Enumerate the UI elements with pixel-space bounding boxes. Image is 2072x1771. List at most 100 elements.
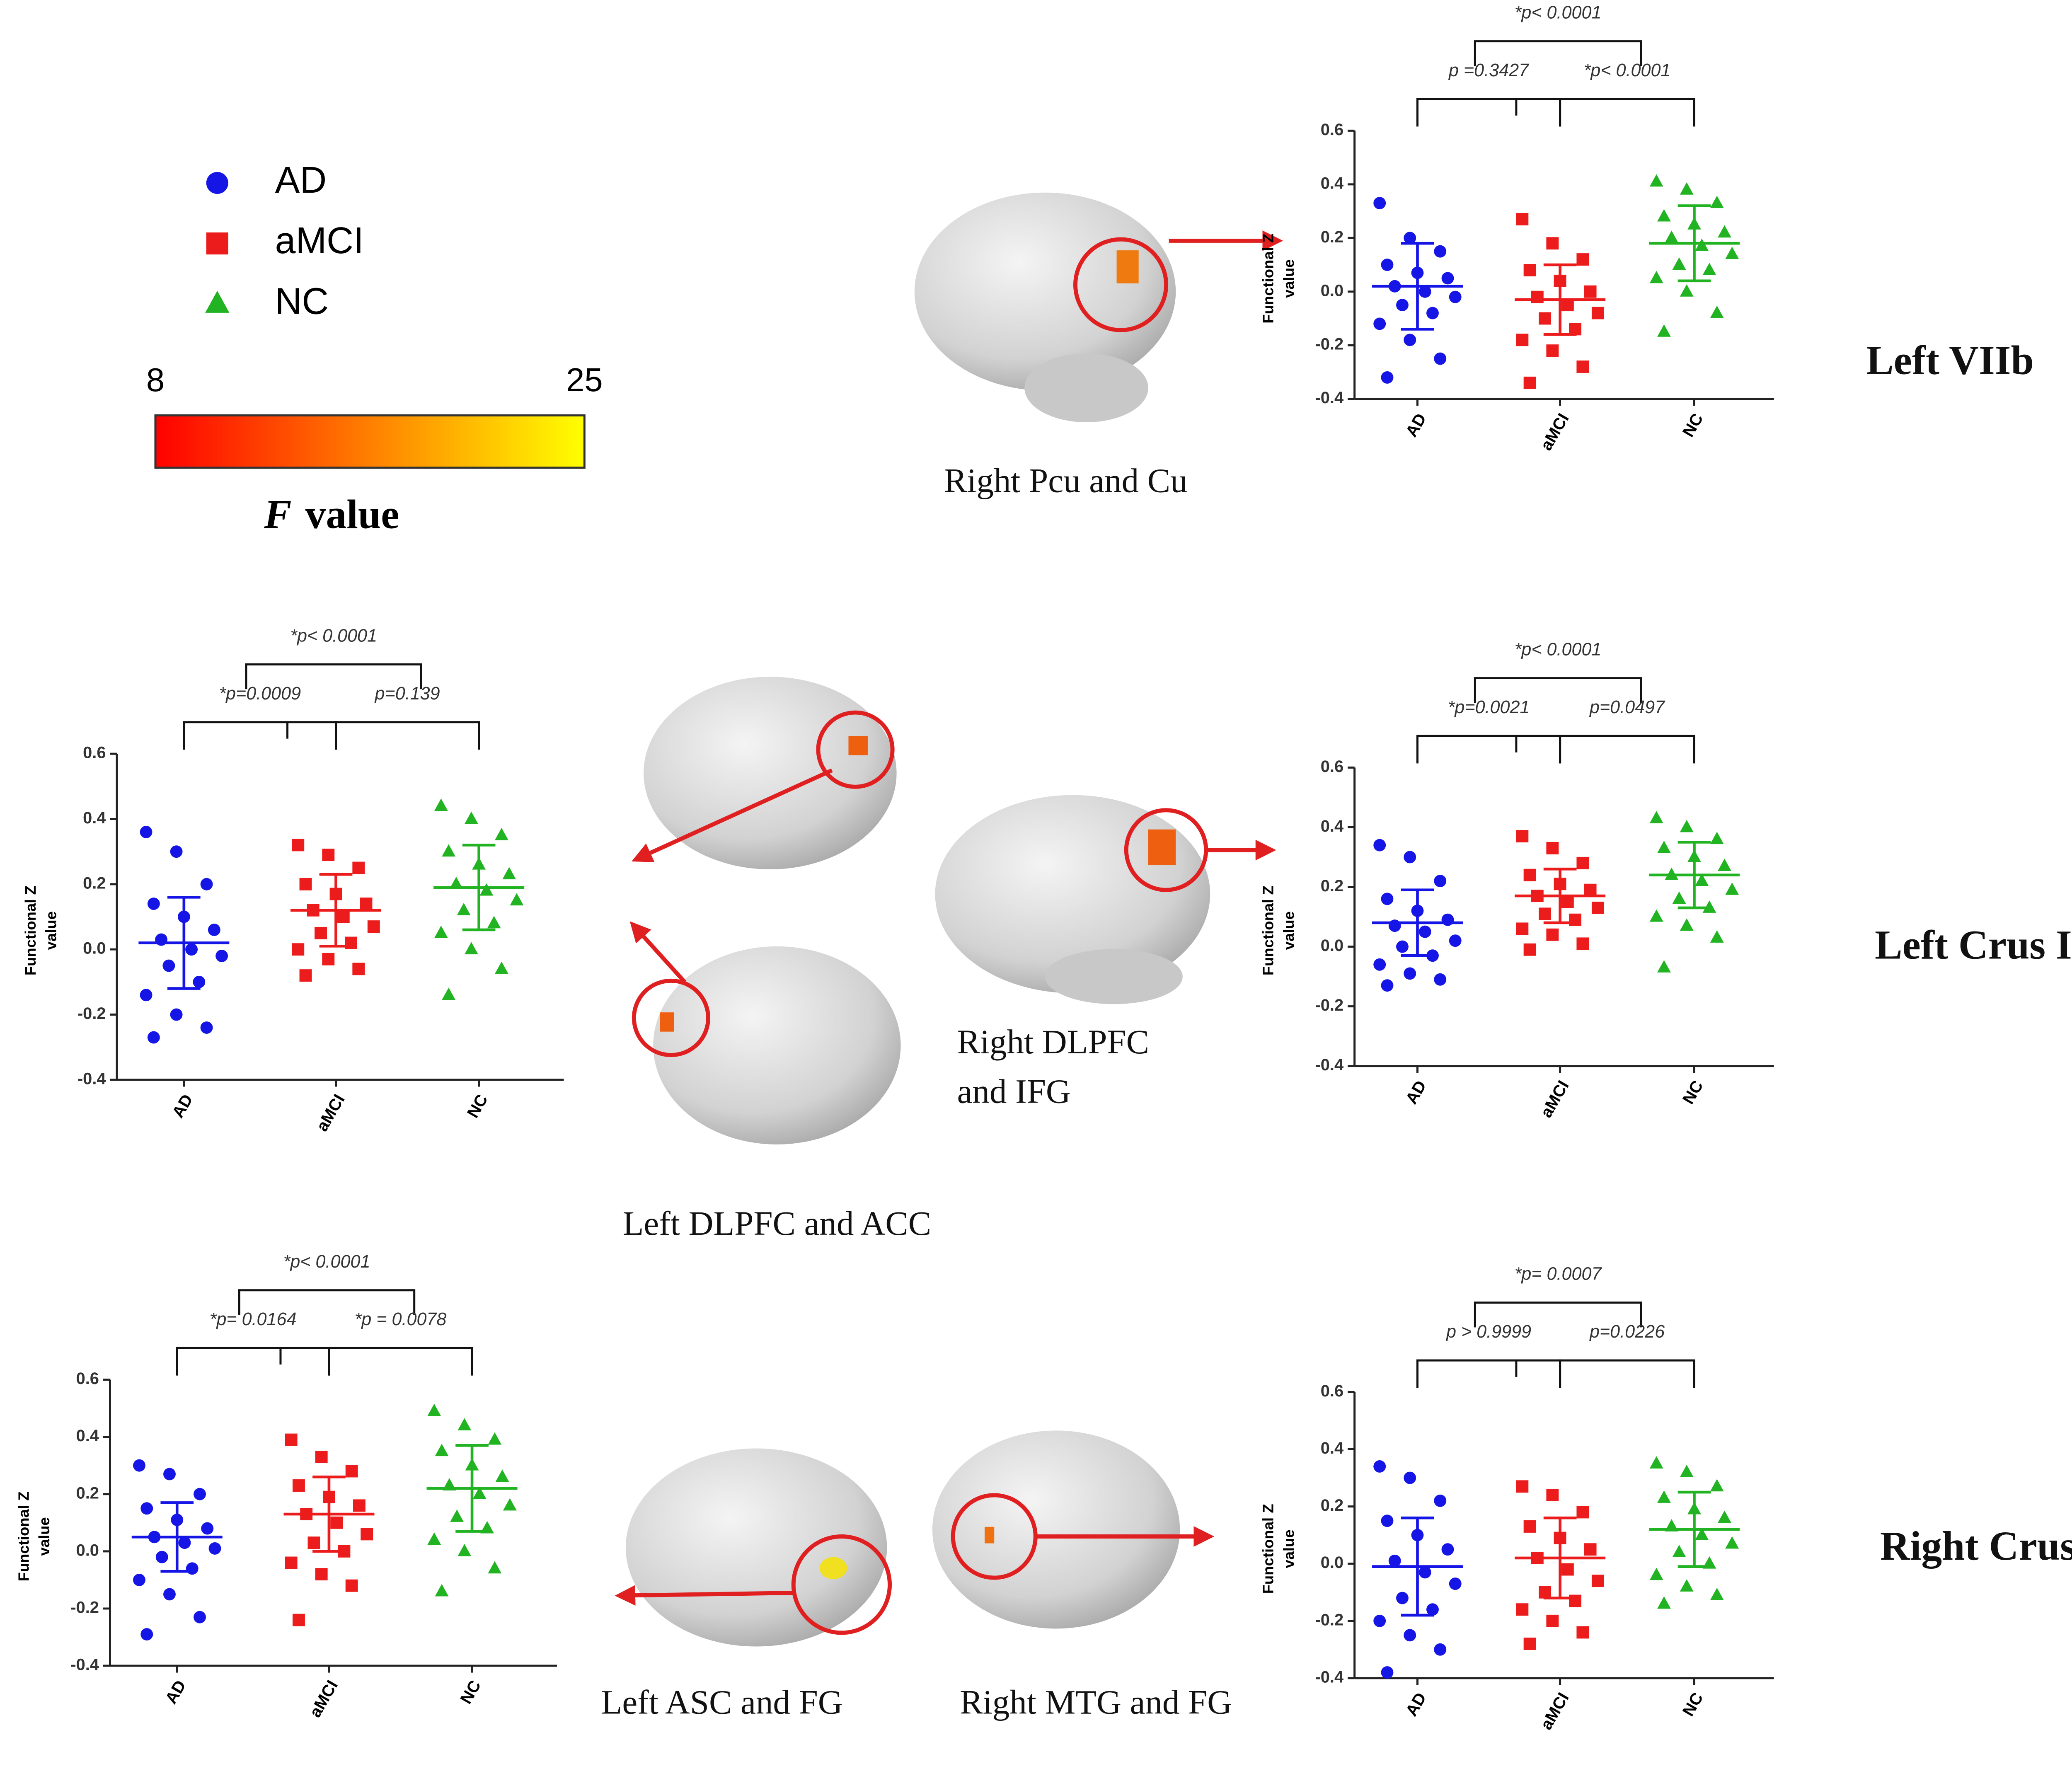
point xyxy=(285,1556,298,1569)
highlight-circles xyxy=(615,230,1283,1635)
x-tick-label: AD xyxy=(1402,410,1430,440)
point xyxy=(1531,290,1544,303)
point xyxy=(1718,1510,1731,1523)
point xyxy=(1680,1579,1694,1592)
error-bar xyxy=(462,844,496,931)
point xyxy=(1649,909,1663,922)
point xyxy=(1523,1520,1536,1533)
point xyxy=(1373,1614,1386,1627)
x-tick-label: AD xyxy=(162,1677,190,1707)
point xyxy=(1396,299,1409,312)
point xyxy=(147,1031,160,1044)
p-value-label: p=0.0497 xyxy=(1589,697,1665,717)
point xyxy=(464,811,478,824)
colorbar-label: value xyxy=(305,491,399,537)
point xyxy=(495,1469,509,1482)
point xyxy=(434,798,448,811)
point xyxy=(1426,307,1439,319)
brain-label: and IFG xyxy=(957,1072,1071,1110)
point xyxy=(1725,882,1739,895)
point xyxy=(434,925,448,938)
point xyxy=(1657,324,1671,337)
point xyxy=(1649,271,1663,283)
point xyxy=(1710,930,1724,943)
comparison-bracket xyxy=(1559,735,1695,764)
y-axis-label: value xyxy=(36,1517,53,1556)
brain-label: Right MTG and FG xyxy=(960,1683,1232,1721)
y-axis-label: Functional Z xyxy=(1260,886,1277,975)
x-tick-label: NC xyxy=(1679,1689,1707,1719)
brain-label: Right DLPFC xyxy=(957,1023,1149,1061)
brain-images xyxy=(625,192,1210,1647)
point xyxy=(1561,1563,1574,1576)
point xyxy=(1657,209,1671,222)
point xyxy=(292,1479,305,1492)
p-value-label: p=0.0226 xyxy=(1589,1322,1665,1342)
legend: AD aMCI NC xyxy=(205,159,364,322)
point xyxy=(186,1562,198,1575)
region-label: Right Crus I xyxy=(1880,1523,2072,1569)
point xyxy=(1576,937,1589,950)
point xyxy=(200,1021,213,1034)
comparison-bracket xyxy=(1559,1359,1695,1388)
point xyxy=(1584,883,1597,896)
y-tick-label: -0.4 xyxy=(1315,1056,1344,1074)
point xyxy=(133,1459,145,1472)
error-bar xyxy=(312,1475,346,1553)
point xyxy=(1725,247,1739,259)
point xyxy=(1546,928,1559,941)
y-tick-label: -0.2 xyxy=(1315,996,1344,1014)
y-tick-label: 0.2 xyxy=(1321,228,1343,246)
x-tick-label: NC xyxy=(1679,410,1707,440)
point xyxy=(1702,263,1716,275)
p-value-label: p=0.139 xyxy=(374,684,440,704)
point xyxy=(193,975,206,988)
x-tick-label: aMCI xyxy=(1537,1077,1573,1120)
p-value-label: *p = 0.0078 xyxy=(355,1309,447,1329)
point xyxy=(1523,376,1536,389)
y-tick-label: -0.4 xyxy=(77,1069,106,1088)
legend-marker xyxy=(206,232,228,255)
comparison-bracket xyxy=(245,663,422,690)
point xyxy=(155,1551,168,1563)
error-bar xyxy=(167,895,201,990)
point xyxy=(1561,895,1574,908)
point xyxy=(1546,842,1559,854)
y-tick-label: 0.0 xyxy=(83,939,106,958)
point xyxy=(1657,1596,1671,1609)
point xyxy=(200,878,213,890)
point xyxy=(1710,1587,1724,1600)
y-tick-label: 0.6 xyxy=(1321,1382,1343,1400)
point xyxy=(1672,891,1686,904)
y-tick-label: 0.4 xyxy=(83,809,106,827)
y-tick-label: 0.6 xyxy=(76,1369,99,1388)
point xyxy=(1680,284,1694,297)
brain-label: Right Pcu and Cu xyxy=(944,462,1188,500)
point xyxy=(1539,1586,1552,1599)
point xyxy=(162,959,175,972)
p-value-label: *p=0.0009 xyxy=(219,684,301,704)
point xyxy=(299,969,312,982)
point xyxy=(1649,174,1663,187)
error-bar xyxy=(1401,1516,1434,1617)
comparison-bracket xyxy=(1474,40,1642,66)
point xyxy=(1718,225,1731,238)
point xyxy=(435,1444,449,1456)
comparison-bracket xyxy=(1416,1359,1561,1388)
point xyxy=(1546,1614,1559,1627)
point xyxy=(1381,893,1394,905)
x-tick-label: NC xyxy=(464,1091,491,1121)
point xyxy=(1576,856,1589,869)
comparison-bracket xyxy=(1474,677,1642,703)
point xyxy=(1449,290,1462,303)
point xyxy=(1516,1480,1529,1493)
p-value-label: *p= 0.0007 xyxy=(1515,1264,1602,1284)
point xyxy=(1516,213,1529,225)
point xyxy=(1404,851,1416,864)
y-tick-label: 0.2 xyxy=(1321,877,1343,895)
error-bar xyxy=(319,873,353,948)
error-bar xyxy=(1543,1516,1577,1599)
point xyxy=(352,963,365,975)
point xyxy=(435,1584,449,1597)
